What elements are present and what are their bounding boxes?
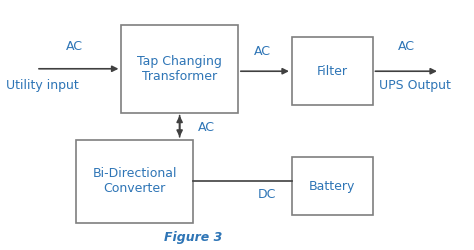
Text: Bi-Directional
Converter: Bi-Directional Converter — [92, 167, 177, 195]
Bar — [292, 157, 373, 216]
Bar — [121, 25, 238, 113]
Text: DC: DC — [258, 188, 276, 201]
Text: Battery: Battery — [309, 180, 356, 192]
Text: Utility input: Utility input — [7, 80, 79, 92]
Text: Filter: Filter — [317, 65, 347, 78]
Bar — [76, 140, 193, 223]
Text: Tap Changing
Transformer: Tap Changing Transformer — [137, 55, 222, 83]
Text: AC: AC — [198, 121, 215, 134]
Text: UPS Output: UPS Output — [379, 80, 451, 92]
Text: AC: AC — [254, 45, 271, 58]
Text: AC: AC — [398, 40, 415, 53]
Text: Figure 3: Figure 3 — [164, 230, 222, 243]
Bar — [292, 37, 373, 106]
Text: AC: AC — [66, 40, 82, 53]
